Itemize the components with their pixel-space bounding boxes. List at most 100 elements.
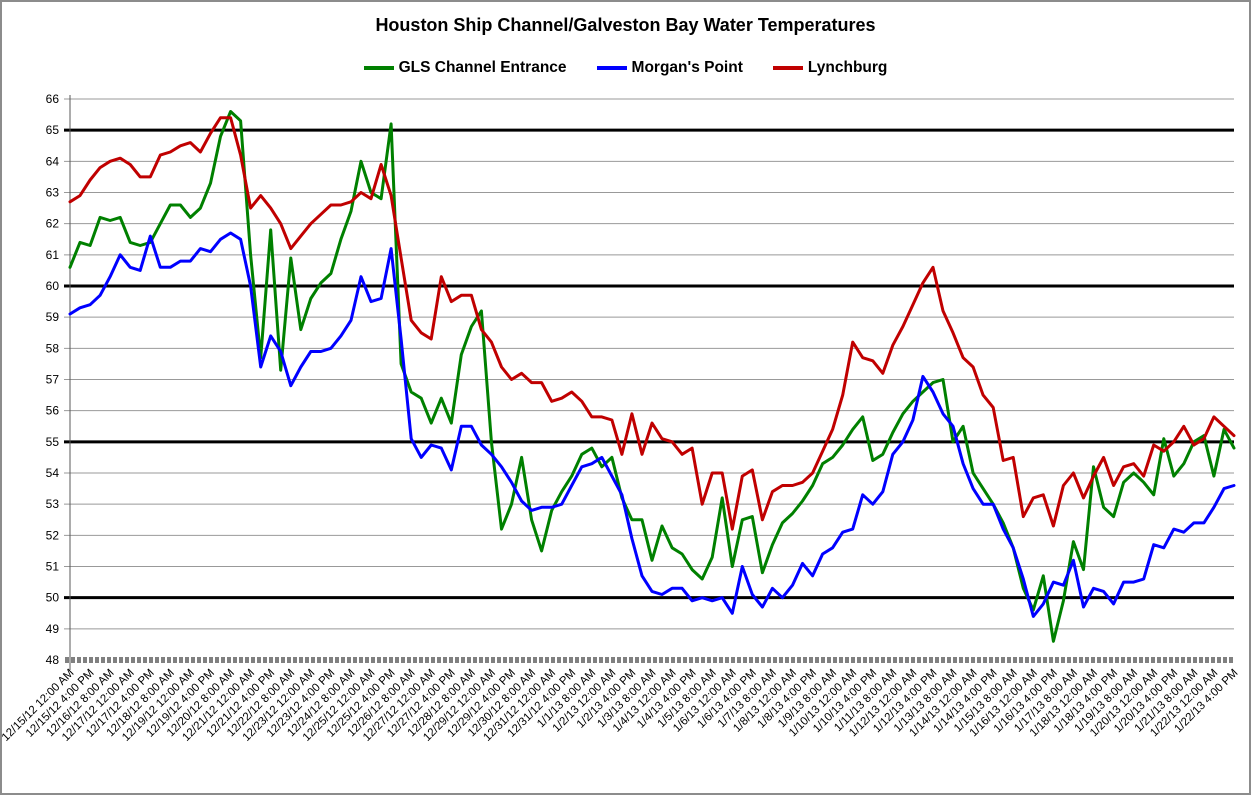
- series-line-lynchburg: [68, 116, 1236, 531]
- x-axis-tick: [599, 657, 603, 663]
- x-axis-tick: [779, 657, 783, 663]
- x-axis-tick: [1139, 657, 1143, 663]
- x-axis-tick: [707, 657, 711, 663]
- x-axis-tick: [1037, 657, 1041, 663]
- x-axis-tick: [881, 657, 885, 663]
- x-axis-tick: [71, 657, 75, 663]
- x-axis-tick: [359, 657, 363, 663]
- x-axis-tick: [875, 657, 879, 663]
- x-axis-tick: [137, 657, 141, 663]
- x-axis-tick: [389, 657, 393, 663]
- x-axis-tick: [365, 657, 369, 663]
- x-axis-tick: [509, 657, 513, 663]
- x-axis-tick: [101, 657, 105, 663]
- x-axis-tick: [911, 657, 915, 663]
- x-axis-tick: [503, 657, 507, 663]
- y-axis-tick-label: 52: [46, 528, 60, 542]
- x-axis-tick: [653, 657, 657, 663]
- x-axis-tick: [161, 657, 165, 663]
- x-axis-tick: [113, 657, 117, 663]
- y-axis-tick-label: 64: [46, 154, 60, 168]
- x-axis-tick: [473, 657, 477, 663]
- y-axis-tick-label: 51: [46, 560, 60, 574]
- x-axis-tick: [521, 657, 525, 663]
- x-axis-tick: [347, 657, 351, 663]
- x-axis-tick: [221, 657, 225, 663]
- x-axis-tick: [827, 657, 831, 663]
- x-axis-tick: [77, 657, 81, 663]
- y-axis-tick-label: 66: [46, 92, 60, 106]
- y-axis-tick-label: 55: [46, 435, 60, 449]
- x-axis-tick: [335, 657, 339, 663]
- x-axis-tick: [797, 657, 801, 663]
- x-axis-tick: [899, 657, 903, 663]
- x-axis-tick: [581, 657, 585, 663]
- x-axis-tick: [233, 657, 237, 663]
- x-axis-tick: [953, 657, 957, 663]
- x-axis-tick: [1187, 657, 1191, 663]
- x-axis-tick: [1103, 657, 1107, 663]
- x-axis-tick: [377, 657, 381, 663]
- y-axis-tick-label: 56: [46, 404, 60, 418]
- x-axis-tick: [425, 657, 429, 663]
- x-axis-tick: [713, 657, 717, 663]
- x-axis-tick: [185, 657, 189, 663]
- x-axis-tick: [1199, 657, 1203, 663]
- x-axis-tick: [497, 657, 501, 663]
- x-axis-tick: [863, 657, 867, 663]
- x-axis-tick: [749, 657, 753, 663]
- x-axis-tick: [935, 657, 939, 663]
- x-axis-tick: [467, 657, 471, 663]
- x-axis-tick: [767, 657, 771, 663]
- x-axis-tick: [833, 657, 837, 663]
- x-axis-tick: [839, 657, 843, 663]
- x-axis-tick: [167, 657, 171, 663]
- y-axis-tick-label: 49: [46, 622, 60, 636]
- x-axis-tick: [1073, 657, 1077, 663]
- y-axis-tick-label: 53: [46, 497, 60, 511]
- legend-label: Lynchburg: [807, 59, 888, 76]
- x-axis-tick: [857, 657, 861, 663]
- y-axis-tick-label: 60: [46, 279, 60, 293]
- x-axis-tick: [617, 657, 621, 663]
- x-axis-tick: [563, 657, 567, 663]
- x-axis-tick: [353, 657, 357, 663]
- x-axis-tick: [1019, 657, 1023, 663]
- x-axis-tick: [191, 657, 195, 663]
- x-axis-tick: [917, 657, 921, 663]
- x-axis-tick: [1013, 657, 1017, 663]
- x-axis-tick: [947, 657, 951, 663]
- x-axis-tick: [1049, 657, 1053, 663]
- x-axis-tick: [383, 657, 387, 663]
- x-axis-tick: [665, 657, 669, 663]
- x-axis-tick: [647, 657, 651, 663]
- x-axis-tick: [1079, 657, 1083, 663]
- x-axis-tick: [83, 657, 87, 663]
- x-axis-tick: [239, 657, 243, 663]
- x-axis-tick: [1217, 657, 1221, 663]
- series-line-morgan-s-point: [68, 231, 1236, 618]
- x-axis-tick: [725, 657, 729, 663]
- x-axis-tick: [1085, 657, 1089, 663]
- x-axis-tick: [491, 657, 495, 663]
- x-axis-tick: [893, 657, 897, 663]
- x-axis-tick: [251, 657, 255, 663]
- x-axis-tick: [941, 657, 945, 663]
- x-axis-tick: [287, 657, 291, 663]
- x-axis-tick: [263, 657, 267, 663]
- x-axis-tick: [1229, 657, 1233, 663]
- x-axis-tick: [1097, 657, 1101, 663]
- x-axis-tick: [701, 657, 705, 663]
- x-axis-tick: [1109, 657, 1113, 663]
- x-axis-tick: [1205, 657, 1209, 663]
- y-axis-tick-label: 58: [46, 341, 60, 355]
- legend-label: Morgan's Point: [631, 59, 743, 76]
- x-axis-tick: [677, 657, 681, 663]
- green-line-swatch-icon: [363, 66, 394, 70]
- x-axis-tick: [905, 657, 909, 663]
- x-axis-tick: [1055, 657, 1059, 663]
- x-axis-tick: [269, 657, 273, 663]
- x-axis-tick: [1025, 657, 1029, 663]
- y-axis-tick-label: 59: [46, 310, 60, 324]
- y-axis-tick-label: 61: [46, 248, 60, 262]
